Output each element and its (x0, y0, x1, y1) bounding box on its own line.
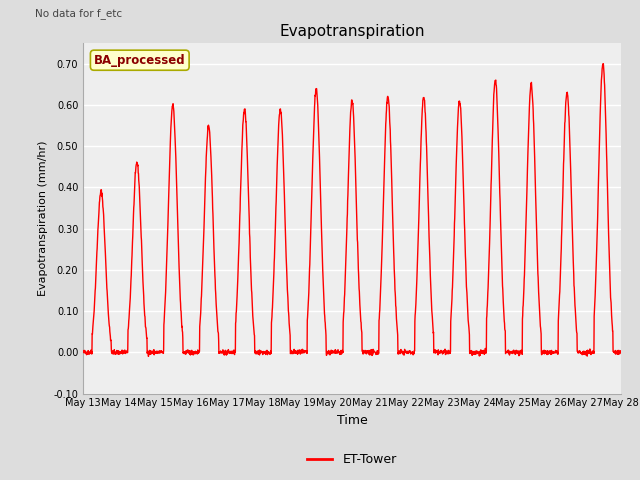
Legend: ET-Tower: ET-Tower (302, 448, 402, 471)
Text: BA_processed: BA_processed (94, 54, 186, 67)
X-axis label: Time: Time (337, 414, 367, 427)
Text: No data for f_etc: No data for f_etc (35, 8, 122, 19)
Y-axis label: Evapotranspiration (mm/hr): Evapotranspiration (mm/hr) (38, 141, 48, 296)
Title: Evapotranspiration: Evapotranspiration (279, 24, 425, 39)
